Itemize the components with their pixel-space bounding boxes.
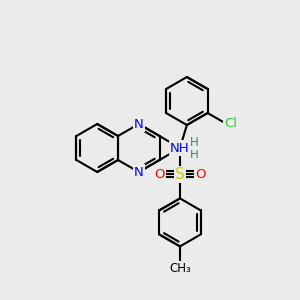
Text: NH: NH [170,142,190,154]
Text: O: O [195,168,206,181]
Text: N: N [134,118,144,130]
Text: N: N [134,166,144,178]
Text: Cl: Cl [224,117,237,130]
Text: O: O [154,168,165,181]
Text: CH₃: CH₃ [169,262,191,275]
Text: H: H [190,148,198,160]
Text: NH: NH [170,142,190,154]
Text: H: H [190,136,198,149]
Text: S: S [175,167,185,182]
